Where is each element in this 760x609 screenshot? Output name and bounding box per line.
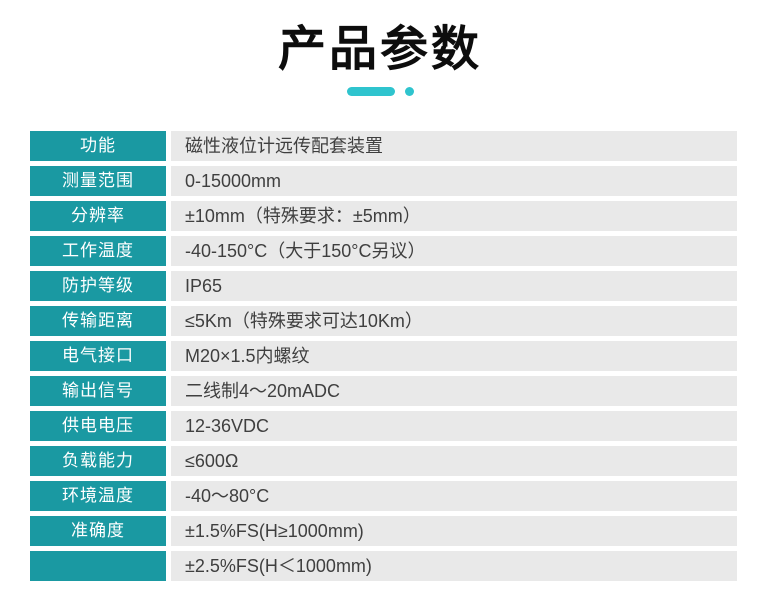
table-row: ±2.5%FS(H＜1000mm)	[30, 551, 737, 581]
row-label: 测量范围	[30, 166, 166, 196]
row-label: 功能	[30, 131, 166, 161]
table-row: 负载能力 ≤600Ω	[30, 446, 737, 476]
table-row: 功能 磁性液位计远传配套装置	[30, 131, 737, 161]
table-row: 工作温度 -40-150°C（大于150°C另议）	[30, 236, 737, 266]
row-label: 防护等级	[30, 271, 166, 301]
table-row: 分辨率 ±10mm（特殊要求：±5mm）	[30, 201, 737, 231]
row-value: -40-150°C（大于150°C另议）	[171, 236, 737, 266]
row-value: ±10mm（特殊要求：±5mm）	[171, 201, 737, 231]
row-value: 12-36VDC	[171, 411, 737, 441]
title-accent	[0, 86, 760, 96]
table-row: 电气接口 M20×1.5内螺纹	[30, 341, 737, 371]
row-label: 分辨率	[30, 201, 166, 231]
table-row: 准确度 ±1.5%FS(H≥1000mm)	[30, 516, 737, 546]
row-value: ±2.5%FS(H＜1000mm)	[171, 551, 737, 581]
row-label	[30, 551, 166, 581]
row-value: 磁性液位计远传配套装置	[171, 131, 737, 161]
row-value: ±1.5%FS(H≥1000mm)	[171, 516, 737, 546]
row-label: 传输距离	[30, 306, 166, 336]
table-row: 测量范围 0-15000mm	[30, 166, 737, 196]
row-label: 工作温度	[30, 236, 166, 266]
table-row: 传输距离 ≤5Km（特殊要求可达10Km）	[30, 306, 737, 336]
page-title: 产品参数	[277, 23, 482, 76]
accent-bar	[346, 86, 395, 96]
table-row: 环境温度 -40～80°C	[30, 481, 737, 511]
row-value: ≤5Km（特殊要求可达10Km）	[171, 306, 737, 336]
row-label: 电气接口	[30, 341, 166, 371]
row-label: 环境温度	[30, 481, 166, 511]
table-row: 输出信号 二线制4～20mADC	[30, 376, 737, 406]
row-label: 负载能力	[30, 446, 166, 476]
table-row: 供电电压 12-36VDC	[30, 411, 737, 441]
row-label: 供电电压	[30, 411, 166, 441]
row-label: 输出信号	[30, 376, 166, 406]
row-value: -40～80°C	[171, 481, 737, 511]
table-row: 防护等级 IP65	[30, 271, 737, 301]
row-label: 准确度	[30, 516, 166, 546]
spec-table: 功能 磁性液位计远传配套装置 测量范围 0-15000mm 分辨率 ±10mm（…	[30, 131, 737, 581]
header: 产品参数	[0, 0, 760, 96]
accent-dot	[404, 86, 414, 96]
row-value: 二线制4～20mADC	[171, 376, 737, 406]
row-value: ≤600Ω	[171, 446, 737, 476]
row-value: M20×1.5内螺纹	[171, 341, 737, 371]
row-value: IP65	[171, 271, 737, 301]
row-value: 0-15000mm	[171, 166, 737, 196]
